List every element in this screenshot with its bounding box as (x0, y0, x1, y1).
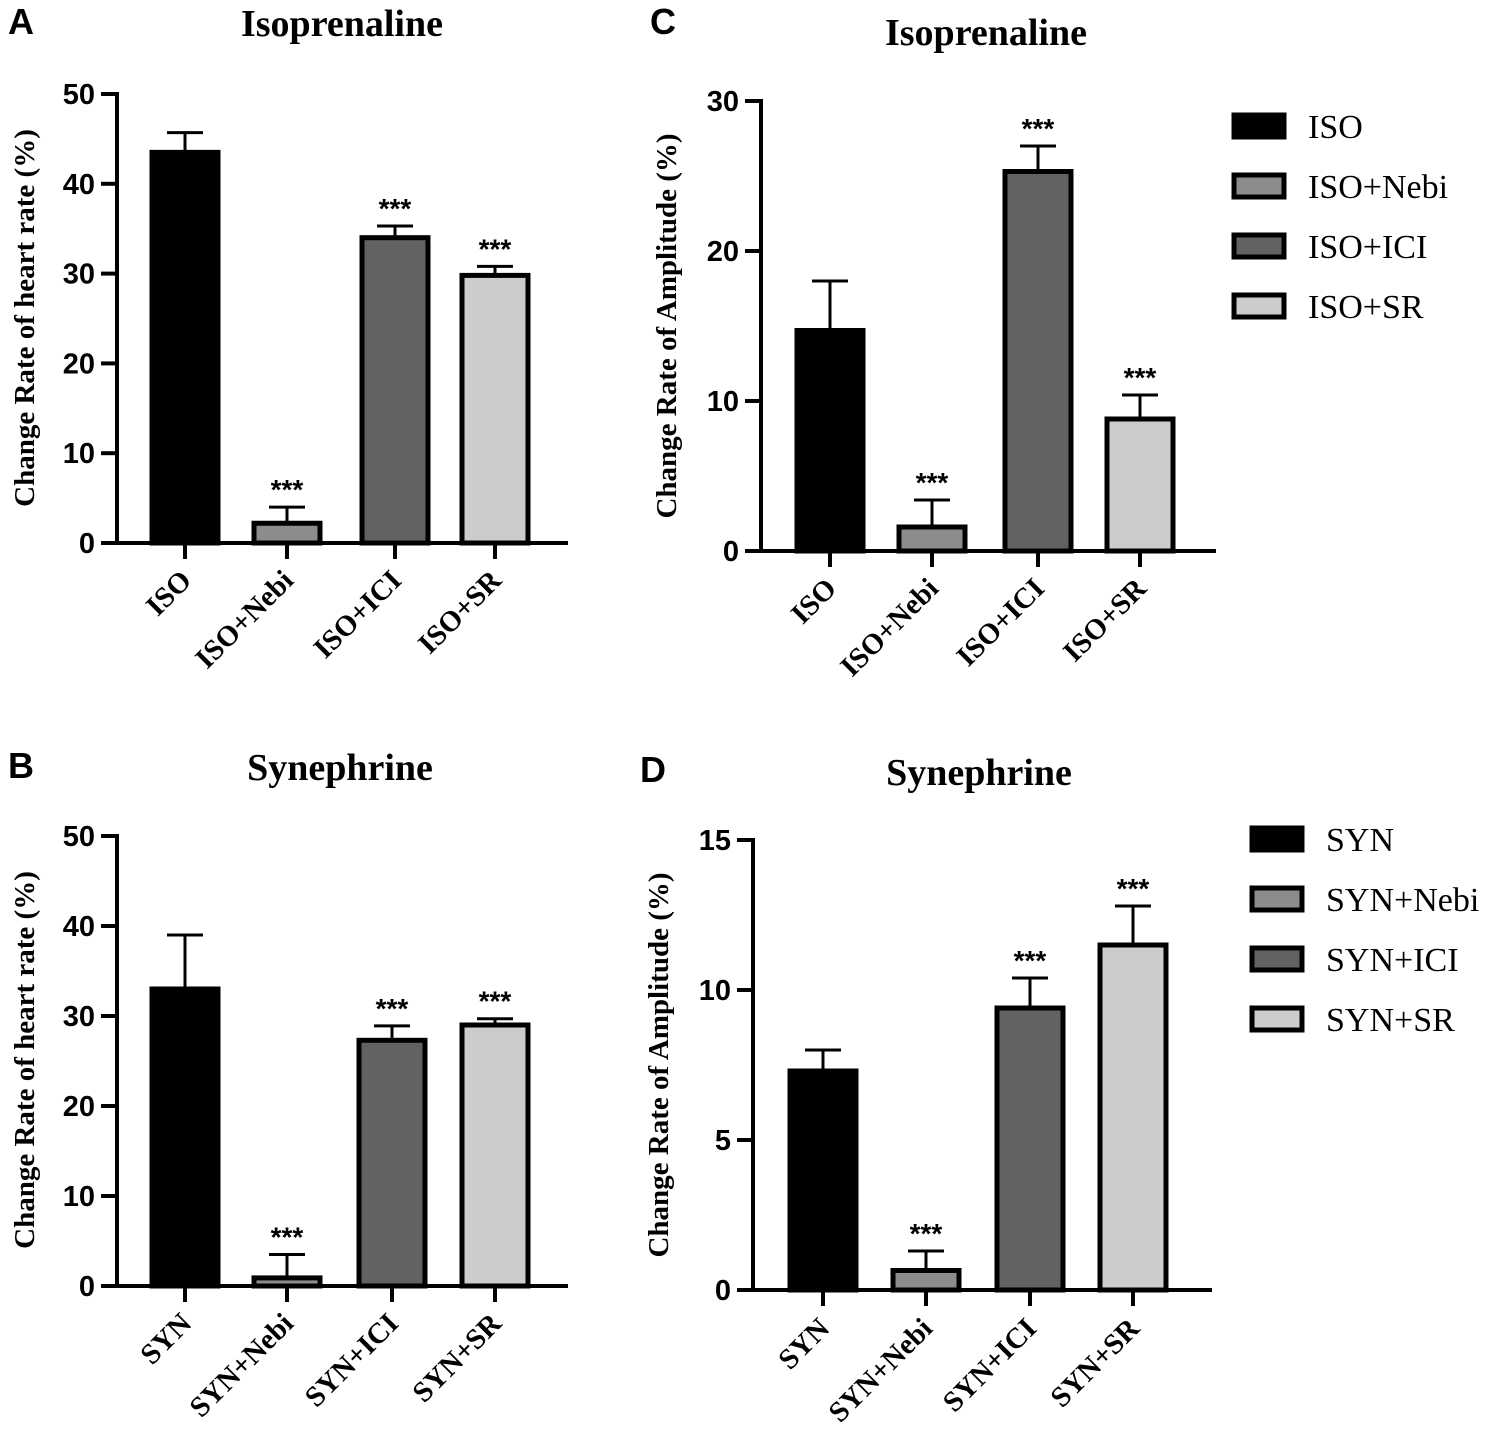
legend-label: ISO (1308, 109, 1363, 146)
y-tick-label: 30 (63, 259, 95, 291)
y-axis-label: Change Rate of Amplitude (%) (643, 872, 675, 1257)
panel-letter: D (640, 749, 666, 790)
y-axis-label: Change Rate of Amplitude (%) (651, 133, 683, 518)
x-tick-label: SYN+ICI (937, 1312, 1043, 1418)
y-tick-label: 40 (63, 911, 95, 943)
y-tick-label: 20 (707, 236, 739, 268)
y-tick-label: 50 (63, 821, 95, 853)
bar-syn (149, 986, 221, 1289)
x-tick-label: ISO+ICI (308, 564, 408, 664)
significance-label: *** (910, 1218, 943, 1249)
significance-label: *** (479, 233, 512, 264)
y-tick-label: 20 (63, 1091, 95, 1123)
y-tick-label: 0 (79, 1271, 95, 1303)
significance-label: *** (379, 193, 412, 224)
significance-label: *** (1022, 113, 1055, 144)
bar-iso-sr (459, 272, 531, 546)
significance-label: *** (1014, 945, 1047, 976)
x-tick-label: ISO (785, 572, 843, 630)
significance-label: *** (271, 474, 304, 505)
legend-swatch (1231, 292, 1287, 320)
y-tick-label: 5 (715, 1125, 731, 1157)
y-tick-label: 30 (63, 1001, 95, 1033)
y-tick-label: 10 (63, 1181, 95, 1213)
chart-title: Synephrine (247, 747, 433, 789)
x-tick-label: SYN+Nebi (184, 1307, 300, 1423)
x-tick-label: SYN+Nebi (823, 1312, 939, 1428)
x-tick-label: ISO+Nebi (189, 564, 300, 675)
bar-iso-ici (359, 235, 431, 546)
bar-iso-nebi (251, 520, 323, 546)
y-tick-label: 10 (699, 975, 731, 1007)
bar-iso (794, 328, 866, 554)
significance-label: *** (916, 467, 949, 498)
x-tick-label: SYN+SR (406, 1307, 508, 1409)
legend-label: SYN+SR (1326, 1002, 1455, 1039)
y-tick-label: 40 (63, 169, 95, 201)
legend-swatch (1249, 885, 1305, 913)
chart-panel-b: B Synephrine Change Rate of heart rate (%)… (8, 745, 568, 1424)
bar-iso-nebi (896, 524, 968, 554)
legend-label: SYN (1326, 822, 1394, 859)
panel-letter: C (650, 1, 676, 42)
chart-title: Synephrine (886, 752, 1072, 794)
significance-label: *** (1117, 873, 1150, 904)
legend-swatch (1249, 825, 1305, 853)
chart-panel-a: A Isoprenaline Change Rate of heart rate (… (8, 1, 568, 675)
x-tick-label: ISO+SR (1057, 572, 1154, 669)
y-tick-label: 20 (63, 348, 95, 380)
legend-swatch (1231, 112, 1287, 140)
legend-label: ISO+ICI (1308, 229, 1427, 266)
y-axis-label: Change Rate of heart rate (%) (9, 129, 41, 507)
legend: ISO ISO+Nebi ISO+ICI ISO+SR (1231, 109, 1448, 326)
y-tick-label: 0 (79, 528, 95, 560)
legend-swatch (1249, 1005, 1305, 1033)
x-tick-label: SYN+SR (1044, 1312, 1146, 1414)
significance-label: *** (376, 993, 409, 1024)
bar-syn-ici (356, 1037, 428, 1289)
y-tick-label: 10 (707, 386, 739, 418)
chart-panel-d: D Synephrine Change Rate of Amplitude (%) S… (640, 749, 1479, 1429)
y-tick-label: 30 (707, 86, 739, 118)
legend: SYN SYN+Nebi SYN+ICI SYN+SR (1249, 822, 1479, 1039)
y-tick-label: 0 (715, 1275, 731, 1307)
x-tick-label: SYN (772, 1312, 836, 1376)
significance-label: *** (271, 1222, 304, 1253)
y-tick-label: 10 (63, 438, 95, 470)
legend-label: SYN+Nebi (1326, 882, 1479, 919)
bar-iso-sr (1104, 416, 1176, 554)
bar-syn-sr (1097, 942, 1169, 1293)
bar-syn-sr (459, 1022, 531, 1289)
y-tick-label: 0 (723, 536, 739, 568)
y-tick-label: 15 (699, 825, 731, 857)
x-tick-label: ISO (140, 564, 198, 622)
x-tick-label: ISO+ICI (951, 572, 1051, 672)
legend-label: ISO+Nebi (1308, 169, 1448, 206)
bar-syn-nebi (890, 1268, 962, 1293)
chart-panel-c: C Isoprenaline Change Rate of Amplitude (%… (650, 1, 1448, 683)
bar-iso-ici (1002, 169, 1074, 554)
legend-swatch (1249, 945, 1305, 973)
legend-label: ISO+SR (1308, 289, 1424, 326)
x-tick-label: SYN (134, 1307, 198, 1371)
panel-letter: B (8, 745, 34, 786)
x-tick-label: ISO+Nebi (834, 572, 945, 683)
panel-letter: A (8, 1, 34, 42)
legend-swatch (1231, 232, 1287, 260)
legend-swatch (1231, 172, 1287, 200)
bar-syn-ici (994, 1005, 1066, 1293)
bar-syn (787, 1068, 859, 1293)
legend-label: SYN+ICI (1326, 942, 1459, 979)
x-tick-label: ISO+SR (412, 564, 509, 661)
chart-title: Isoprenaline (241, 3, 443, 45)
y-tick-label: 50 (63, 79, 95, 111)
chart-title: Isoprenaline (885, 12, 1087, 54)
significance-label: *** (1124, 362, 1157, 393)
significance-label: *** (479, 986, 512, 1017)
bar-iso (149, 149, 221, 546)
x-tick-label: SYN+ICI (299, 1307, 405, 1413)
y-axis-label: Change Rate of heart rate (%) (9, 871, 41, 1249)
